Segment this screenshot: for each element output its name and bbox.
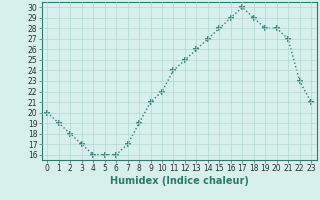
X-axis label: Humidex (Indice chaleur): Humidex (Indice chaleur) [110, 176, 249, 186]
